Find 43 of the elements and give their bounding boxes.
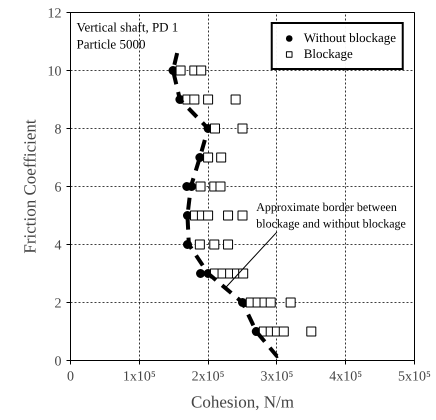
- y-tick-label: 4: [54, 238, 62, 254]
- legend-label: Without blockage: [304, 30, 396, 46]
- point: [266, 298, 276, 308]
- y-tick-label: 0: [54, 354, 62, 370]
- point: [210, 124, 220, 134]
- point: [203, 210, 214, 220]
- annotation: Particle 5000: [76, 36, 146, 52]
- point: [238, 124, 248, 134]
- point: [238, 210, 248, 220]
- annotation: Approximate border between blockage and without blockage: [256, 200, 406, 231]
- point: [203, 94, 214, 104]
- point: [189, 94, 200, 104]
- point: [223, 240, 234, 250]
- x-tick-label: 1x10⁵: [122, 370, 156, 384]
- y-tick-label: 2: [54, 296, 62, 312]
- point: [306, 326, 316, 336]
- point: [223, 210, 234, 220]
- point: [286, 298, 296, 308]
- x-tick-label: 3x10⁵: [260, 370, 294, 384]
- point: [209, 240, 220, 250]
- legend-label: Blockage: [304, 46, 353, 62]
- y-tick-label: 12: [48, 6, 62, 22]
- point: [216, 152, 226, 162]
- annotation: Vertical shaft, PD 1: [76, 20, 178, 34]
- y-tick-label: 10: [48, 64, 62, 80]
- point: [203, 152, 214, 162]
- y-tick-label: 8: [54, 122, 62, 138]
- x-tick-label: 0: [67, 370, 74, 384]
- point: [176, 66, 186, 76]
- y-tick-label: 6: [54, 180, 62, 196]
- x-tick-label: 4x10⁵: [329, 370, 362, 384]
- y-axis-title: Friction Coefficient: [20, 119, 40, 254]
- point: [196, 269, 206, 278]
- x-tick-label: 5x10⁵: [398, 370, 432, 384]
- point: [196, 182, 206, 192]
- x-tick-label: 2x10⁵: [192, 370, 225, 384]
- x-axis-title: Cohesion, N/m: [191, 392, 294, 412]
- point: [215, 182, 226, 192]
- point: [196, 66, 206, 76]
- point: [238, 268, 248, 278]
- point: [230, 94, 241, 104]
- point: [194, 240, 205, 250]
- point: [278, 326, 289, 336]
